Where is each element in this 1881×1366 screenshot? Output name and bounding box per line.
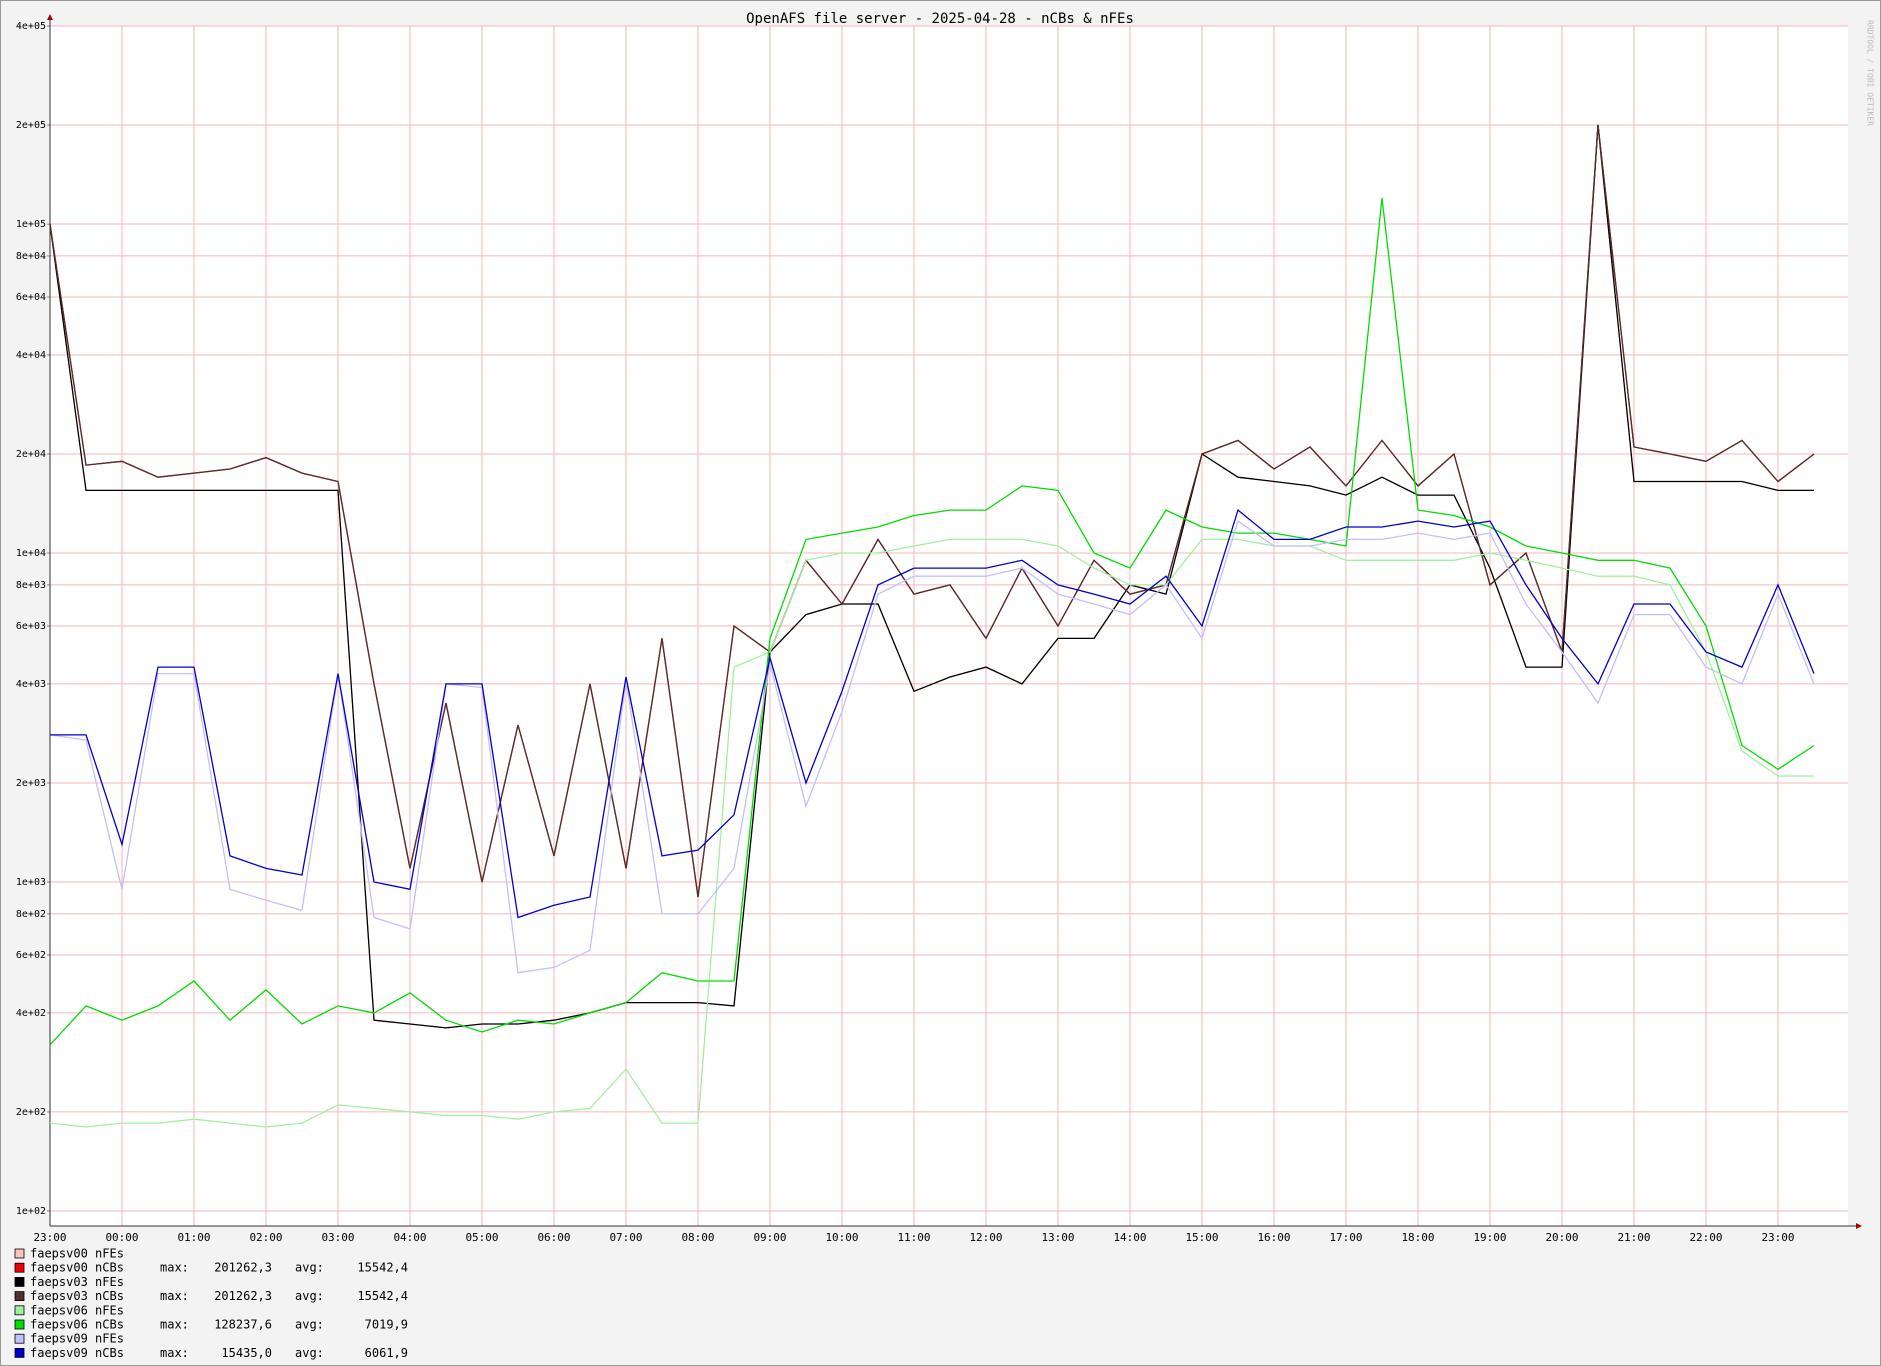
y-tick-label: 2e+03	[16, 778, 46, 789]
y-tick-label: 6e+02	[16, 950, 46, 961]
series-line	[49, 197, 1815, 1046]
legend-stat-label: max:	[160, 1261, 189, 1275]
legend-stat-label: max:	[160, 1318, 189, 1332]
x-tick-label: 17:00	[1329, 1231, 1362, 1244]
grid	[49, 25, 1848, 1226]
watermark: RRDTOOL / TOBI OETIKER	[1866, 20, 1875, 126]
y-tick-label: 4e+05	[16, 21, 46, 32]
x-tick-label: 14:00	[1113, 1231, 1146, 1244]
legend-swatch	[14, 1291, 25, 1301]
x-tick-label: 06:00	[537, 1231, 570, 1244]
y-tick-label: 4e+02	[16, 1008, 46, 1019]
x-tick-label: 11:00	[897, 1231, 930, 1244]
y-tick-label: 2e+04	[16, 449, 46, 460]
x-tick-label: 19:00	[1473, 1231, 1506, 1244]
legend-stat-label: avg:	[295, 1346, 324, 1360]
y-tick-label: 2e+05	[16, 120, 46, 131]
legend-stat-label: max:	[160, 1289, 189, 1303]
legend-swatch	[14, 1262, 25, 1273]
series-line	[49, 520, 1815, 974]
legend-label: faepsv06 nCBs	[30, 1318, 124, 1332]
y-tick-label: 1e+05	[16, 219, 46, 230]
y-tick-label: 6e+04	[16, 292, 46, 303]
legend-swatch	[14, 1305, 25, 1316]
legend-stat: 15542,4	[357, 1289, 408, 1303]
x-tick-label: 23:00	[1761, 1231, 1794, 1244]
x-tick-label: 03:00	[321, 1231, 354, 1244]
legend-label: faepsv00 nFEs	[30, 1247, 124, 1261]
legend-swatch	[14, 1333, 25, 1344]
y-tick-label: 4e+03	[16, 679, 46, 690]
legend-swatch	[14, 1277, 25, 1287]
y-tick-label: 1e+03	[16, 877, 46, 888]
legend-swatch	[14, 1248, 25, 1259]
series-line	[50, 508, 1815, 919]
x-tick-label: 16:00	[1257, 1231, 1290, 1244]
x-tick-label: 20:00	[1545, 1231, 1578, 1244]
legend-label: faepsv03 nCBs	[30, 1289, 124, 1303]
legend-stat: 201262,3	[214, 1289, 272, 1303]
x-tick-label: 22:00	[1689, 1231, 1722, 1244]
legend-stat-label: avg:	[295, 1289, 324, 1303]
legend-swatch	[14, 1348, 25, 1358]
y-tick-label: 8e+04	[16, 251, 46, 262]
y-tick-label: 1e+02	[16, 1206, 46, 1217]
x-tick-label: 21:00	[1617, 1231, 1650, 1244]
legend-stat: 201262,3	[214, 1261, 272, 1275]
x-tick-label: 10:00	[825, 1231, 858, 1244]
legend-swatch	[14, 1319, 25, 1330]
y-tick-label: 4e+04	[16, 350, 46, 361]
x-tick-label: 18:00	[1401, 1231, 1434, 1244]
x-tick-label: 02:00	[249, 1231, 282, 1244]
x-tick-label: 01:00	[177, 1231, 210, 1244]
legend-stat: 15542,4	[357, 1261, 408, 1275]
legend-stat: 128237,6	[214, 1318, 272, 1332]
y-tick-label: 8e+02	[16, 909, 46, 920]
legend-stat-label: max:	[160, 1346, 189, 1360]
legend-stat-label: avg:	[295, 1261, 324, 1275]
chart-title: OpenAFS file server - 2025-04-28 - nCBs …	[746, 11, 1134, 27]
y-tick-label: 2e+02	[16, 1107, 46, 1118]
x-tick-label: 09:00	[753, 1231, 786, 1244]
x-tick-label: 04:00	[393, 1231, 426, 1244]
x-tick-label: 00:00	[105, 1231, 138, 1244]
x-tick-label: 07:00	[609, 1231, 642, 1244]
series-line	[49, 538, 1814, 1128]
x-tick-label: 05:00	[465, 1231, 498, 1244]
x-tick-label: 23:00	[33, 1231, 66, 1244]
legend-label: faepsv06 nFEs	[30, 1303, 124, 1317]
x-tick-label: 12:00	[969, 1231, 1002, 1244]
x-tick-label: 08:00	[681, 1231, 714, 1244]
y-tick-label: 1e+04	[16, 548, 46, 559]
x-tick-label: 15:00	[1185, 1231, 1218, 1244]
legend-label: faepsv09 nCBs	[30, 1346, 124, 1360]
series-line	[49, 124, 1815, 898]
legend-label: faepsv00 nCBs	[30, 1261, 124, 1275]
legend-stat-label: avg:	[295, 1318, 324, 1332]
axis-arrow	[1856, 1223, 1862, 1229]
x-tick-label: 13:00	[1041, 1231, 1074, 1244]
axis-arrow	[47, 14, 53, 20]
legend-stat: 15435,0	[221, 1346, 272, 1360]
legend-label: faepsv09 nFEs	[30, 1332, 124, 1346]
series-line	[49, 124, 1814, 1029]
y-tick-label: 6e+03	[16, 621, 46, 632]
y-tick-label: 8e+03	[16, 580, 46, 591]
legend-label: faepsv03 nFEs	[30, 1275, 124, 1289]
legend-stat: 7019,9	[365, 1318, 408, 1332]
legend-stat: 6061,9	[365, 1346, 408, 1360]
